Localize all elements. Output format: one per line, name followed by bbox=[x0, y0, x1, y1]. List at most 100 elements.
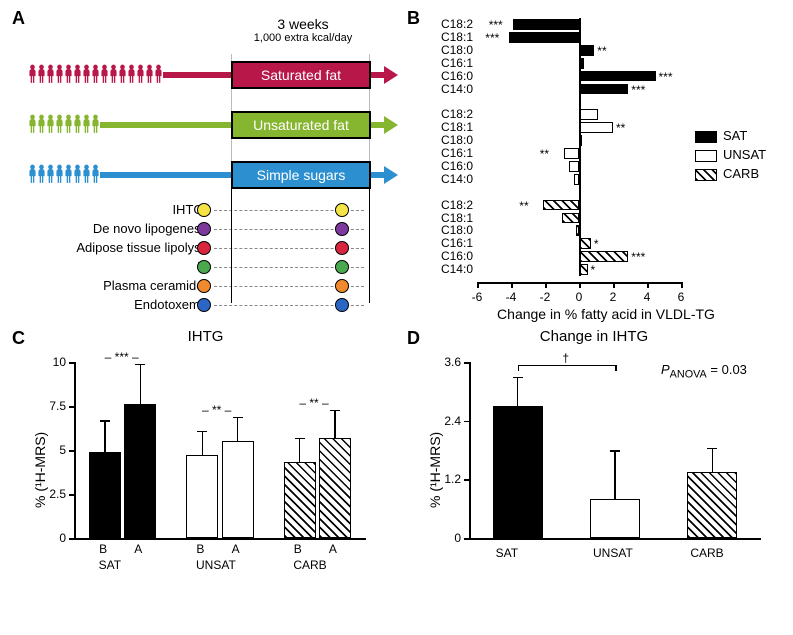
chart-d-title: Change in IHTG bbox=[403, 328, 785, 345]
b-legend-label: UNSAT bbox=[723, 147, 766, 162]
b-ytick-label: C14:0 bbox=[431, 172, 473, 186]
b-sig-marker: *** bbox=[485, 31, 499, 45]
person-icon bbox=[73, 164, 82, 184]
dot-column-wire bbox=[231, 188, 232, 303]
ytick-label: 7.5 bbox=[36, 399, 66, 413]
b-bar bbox=[579, 238, 591, 249]
bar bbox=[590, 499, 640, 538]
b-xtick-label: 0 bbox=[576, 290, 583, 304]
error-cap bbox=[610, 450, 620, 452]
b-ytick-label: C18:1 bbox=[431, 211, 473, 225]
b-legend-swatch-icon bbox=[695, 150, 717, 162]
bar bbox=[687, 472, 737, 538]
measure-row: Adipose tissue lipolysis bbox=[62, 240, 422, 260]
panel-a: A 3 weeks 1,000 extra kcal/day Saturated… bbox=[8, 8, 403, 328]
b-sig-marker: * bbox=[591, 263, 596, 277]
sig-marker: – ** – bbox=[299, 396, 328, 410]
b-ytick-label: C14:0 bbox=[431, 262, 473, 276]
person-icon bbox=[46, 114, 55, 134]
measure-dot-icon bbox=[335, 203, 349, 217]
b-xtick bbox=[579, 282, 581, 288]
b-xtick bbox=[613, 282, 615, 288]
y-axis bbox=[74, 362, 76, 538]
b-legend: SATUNSATCARB bbox=[695, 124, 766, 185]
measure-dot-icon bbox=[335, 222, 349, 236]
measure-dot-icon bbox=[197, 298, 211, 312]
b-bar bbox=[579, 45, 594, 56]
a-header: 3 weeks 1,000 extra kcal/day bbox=[238, 16, 368, 44]
b-bar bbox=[579, 122, 613, 133]
measure-dot-icon bbox=[335, 298, 349, 312]
bar-sublabel: A bbox=[134, 542, 142, 556]
error-cap bbox=[100, 420, 110, 422]
person-icon bbox=[64, 114, 73, 134]
b-bar bbox=[579, 109, 598, 120]
chart-c: 02.557.510% (¹H-MRS)BA– *** –SATBA– ** –… bbox=[66, 356, 376, 586]
y-label: % (¹H-MRS) bbox=[32, 432, 48, 508]
y-label: % (¹H-MRS) bbox=[427, 432, 443, 508]
b-ytick-label: C18:0 bbox=[431, 223, 473, 237]
b-xtick-label: 2 bbox=[610, 290, 617, 304]
sig-marker: – ** – bbox=[202, 403, 231, 417]
person-icon bbox=[145, 64, 154, 84]
b-bar bbox=[579, 71, 656, 82]
b-ytick-label: C18:2 bbox=[431, 17, 473, 31]
b-x-label: Change in % fatty acid in VLDL-TG bbox=[431, 306, 781, 322]
error-cap bbox=[233, 417, 243, 419]
b-bar bbox=[562, 213, 579, 224]
error-bar bbox=[614, 450, 616, 499]
b-sig-marker: ** bbox=[616, 121, 625, 135]
b-xtick-label: 6 bbox=[678, 290, 685, 304]
x-axis bbox=[469, 538, 761, 540]
arm-arrowhead-icon bbox=[384, 66, 398, 84]
error-bar bbox=[299, 438, 301, 463]
b-xtick-label: -4 bbox=[506, 290, 517, 304]
b-legend-item: UNSAT bbox=[695, 147, 766, 162]
a-header-sub: 1,000 extra kcal/day bbox=[238, 32, 368, 44]
b-xtick bbox=[647, 282, 649, 288]
measure-dot-icon bbox=[197, 222, 211, 236]
bar-sublabel: A bbox=[232, 542, 240, 556]
bar-sublabel: A bbox=[329, 542, 337, 556]
person-icon bbox=[154, 64, 163, 84]
b-ytick-label: C16:0 bbox=[431, 159, 473, 173]
d-bracket bbox=[518, 365, 615, 367]
b-ytick-label: C16:1 bbox=[431, 146, 473, 160]
b-sig-marker: *** bbox=[489, 18, 503, 32]
person-icon bbox=[73, 114, 82, 134]
b-ytick-label: C18:0 bbox=[431, 133, 473, 147]
b-sig-marker: ** bbox=[597, 44, 606, 58]
arm-tail bbox=[163, 72, 231, 78]
error-bar bbox=[140, 364, 142, 404]
b-bar bbox=[579, 251, 628, 262]
ytick bbox=[69, 450, 74, 452]
ytick bbox=[464, 538, 469, 540]
group-label: UNSAT bbox=[196, 558, 236, 572]
ytick bbox=[69, 538, 74, 540]
person-icon bbox=[46, 64, 55, 84]
d-bracket-symbol: † bbox=[562, 351, 569, 365]
measure-label: Plasma ceramides bbox=[103, 278, 210, 293]
measure-dot-icon bbox=[335, 241, 349, 255]
bar bbox=[284, 462, 316, 538]
b-xtick-label: -2 bbox=[540, 290, 551, 304]
measure-dot-icon bbox=[197, 241, 211, 255]
b-sig-marker: ** bbox=[519, 199, 528, 213]
ytick bbox=[464, 479, 469, 481]
dot-column-wire bbox=[369, 188, 370, 303]
b-ytick-label: C16:1 bbox=[431, 56, 473, 70]
sig-marker: – *** – bbox=[105, 350, 139, 364]
d-bracket-tick bbox=[615, 365, 617, 371]
person-icon bbox=[100, 64, 109, 84]
group-label: CARB bbox=[690, 546, 723, 560]
panel-a-label: A bbox=[12, 8, 25, 29]
person-icon bbox=[55, 114, 64, 134]
b-bar bbox=[579, 84, 628, 95]
ytick-label: 3.6 bbox=[431, 355, 461, 369]
measure-dot-icon bbox=[335, 260, 349, 274]
error-bar bbox=[202, 431, 204, 456]
arm-arrowhead-icon bbox=[384, 166, 398, 184]
bar bbox=[124, 404, 156, 538]
arm-tail bbox=[100, 172, 231, 178]
panel-d: D Change in IHTG 01.22.43.6% (¹H-MRS)SAT… bbox=[403, 328, 785, 627]
